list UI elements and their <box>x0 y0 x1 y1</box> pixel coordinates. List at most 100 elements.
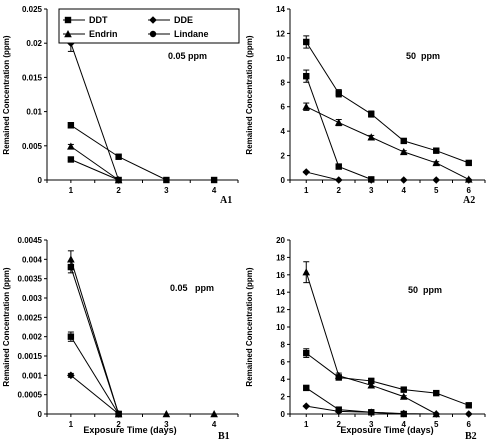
legend: DDT DDE Endrin Lindane <box>58 8 240 44</box>
x-tick-label: 1 <box>304 420 309 429</box>
y-tick-label: 0.005 <box>22 142 43 151</box>
y-tick-label: 0.015 <box>22 73 43 82</box>
data-point-square <box>465 402 472 409</box>
data-point-square <box>368 377 375 385</box>
series-3 <box>67 142 123 184</box>
data-point-square <box>368 110 375 118</box>
concentration-label: 50 ppm <box>408 285 442 295</box>
data-point-diamond <box>302 168 311 176</box>
x-tick-label: 2 <box>337 420 342 429</box>
y-tick-label: 0.0035 <box>18 275 43 284</box>
legend-label: Lindane <box>174 29 209 39</box>
x-tick-label: 1 <box>69 186 74 195</box>
x-tick-label: 2 <box>337 186 342 195</box>
data-point-square <box>433 389 440 397</box>
x-tick-label: 1 <box>69 420 74 429</box>
data-point-square <box>67 122 75 129</box>
y-axis-label: Remained Concentration (ppm) <box>245 267 254 386</box>
y-tick-label: 0 <box>281 410 286 419</box>
x-axis-label: Exposure Time (days) <box>83 425 176 435</box>
legend-label: Endrin <box>89 29 118 39</box>
y-tick-label: 0.001 <box>22 371 43 380</box>
legend-label: DDT <box>89 15 108 25</box>
y-tick-label: 0 <box>38 176 43 185</box>
series-line <box>70 124 215 181</box>
data-point-square <box>400 386 407 393</box>
data-point-diamond <box>334 407 343 416</box>
data-point-square <box>210 176 218 184</box>
data-point-diamond <box>114 410 123 418</box>
x-tick-label: 3 <box>369 186 374 195</box>
y-tick-label: 16 <box>276 271 285 280</box>
legend-marker-square <box>64 16 72 24</box>
x-tick-label: 3 <box>164 420 169 429</box>
y-tick-label: 0 <box>281 176 286 185</box>
series-4 <box>67 371 123 418</box>
x-tick-label: 2 <box>116 420 121 429</box>
series-line <box>70 259 215 415</box>
legend-marker-triangle <box>64 30 72 38</box>
data-point-diamond <box>367 408 376 417</box>
x-tick-label: 5 <box>434 420 439 429</box>
legend-box <box>58 8 240 44</box>
x-tick-label: 1 <box>304 186 309 195</box>
x-tick-label: 4 <box>402 420 407 429</box>
data-point-triangle <box>334 118 343 126</box>
y-tick-label: 14 <box>276 5 285 14</box>
y-tick-label: 2 <box>281 152 286 161</box>
y-tick-label: 0 <box>38 410 43 419</box>
chart-panel-a1: 0 0.005 0.01 0.015 0.02 0.025 1 2 3 4 Remained Con… <box>2 5 240 206</box>
data-point-triangle <box>302 102 311 110</box>
y-tick-label: 20 <box>276 236 285 245</box>
x-tick-label: 2 <box>116 186 121 195</box>
y-tick-label: 6 <box>281 358 286 367</box>
y-tick-label: 6 <box>281 103 286 112</box>
data-point-square <box>67 333 75 340</box>
data-point-square <box>115 176 122 184</box>
series-line <box>306 405 469 415</box>
data-point-square <box>335 90 342 97</box>
panel-label: B2 <box>465 431 477 442</box>
series-1 <box>303 35 472 167</box>
y-tick-label: 0.0025 <box>18 313 43 322</box>
data-point-square <box>465 159 472 167</box>
series-line <box>70 146 119 181</box>
y-tick-label: 0.02 <box>26 39 42 48</box>
x-tick-label: 4 <box>212 186 217 195</box>
data-point-square <box>163 176 170 184</box>
concentration-label: 0.05 ppm <box>168 51 207 61</box>
y-tick-label: 8 <box>281 78 286 87</box>
data-point-triangle <box>367 133 376 141</box>
y-axis-label: Remained Concentration (ppm) <box>245 35 254 154</box>
data-point-square <box>335 163 342 170</box>
y-tick-label: 0.004 <box>22 255 43 264</box>
x-tick-label: 3 <box>369 420 374 429</box>
x-tick-label: 6 <box>467 186 472 195</box>
y-tick-label: 12 <box>276 306 285 315</box>
series-line <box>305 352 469 406</box>
data-point-diamond <box>432 176 441 184</box>
data-point-triangle <box>162 410 171 418</box>
x-tick-label: 6 <box>467 420 472 429</box>
data-point-diamond <box>432 410 441 418</box>
y-tick-label: 2 <box>281 393 286 402</box>
y-tick-label: 18 <box>276 253 285 262</box>
data-point-diamond <box>399 409 408 418</box>
x-tick-label: 3 <box>164 186 169 195</box>
data-point-diamond <box>399 176 408 184</box>
y-tick-label: 4 <box>281 375 286 384</box>
data-point-square <box>303 72 310 80</box>
x-tick-label: 4 <box>212 420 217 429</box>
data-point-square <box>335 374 342 381</box>
data-point-square <box>115 153 122 160</box>
panel-label: A1 <box>220 195 232 206</box>
series-2 <box>67 122 218 184</box>
y-tick-label: 12 <box>276 29 285 38</box>
series-line <box>70 336 120 415</box>
x-tick-label: 4 <box>402 186 407 195</box>
data-point-triangle <box>432 158 441 167</box>
chart-panel-b1: 0 0.0005 0.001 0.0015 0.002 0.0025 0.003 0.0035… <box>2 236 239 442</box>
y-tick-label: 10 <box>276 323 285 332</box>
series-4 <box>67 156 122 184</box>
